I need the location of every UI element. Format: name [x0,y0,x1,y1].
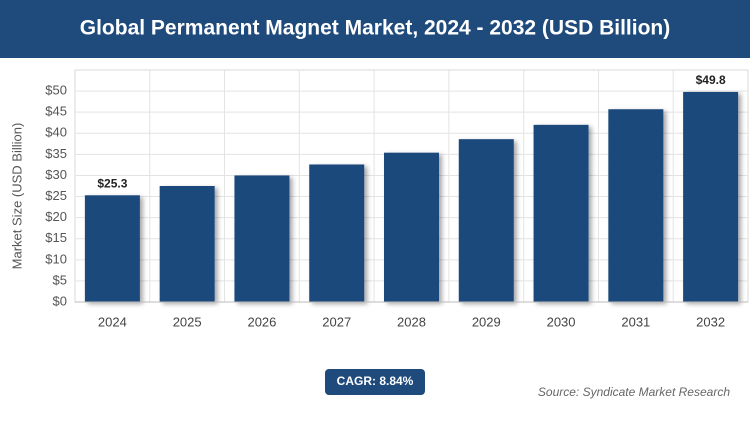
x-tick-label: 2031 [621,314,650,329]
y-tick-label: $5 [53,272,67,287]
chart-title: Global Permanent Magnet Market, 2024 - 2… [80,17,671,40]
x-tick-label: 2025 [173,314,202,329]
x-tick-label: 2027 [322,314,351,329]
bar [533,124,589,302]
cagr-annotation: CAGR: 8.84% [337,374,414,388]
bar [159,186,215,302]
x-tick-label: 2030 [547,314,576,329]
bar [458,139,514,302]
value-label: $49.8 [696,73,726,87]
y-tick-label: $35 [45,146,67,161]
y-tick-label: $10 [45,251,67,266]
bar [384,152,439,302]
y-tick-label: $15 [45,230,67,245]
y-tick-label: $0 [53,293,67,308]
bar [309,164,365,302]
y-tick-label: $25 [45,188,67,203]
y-tick-label: $30 [45,167,67,182]
cagr-box [325,369,425,395]
x-tick-label: 2032 [696,314,725,329]
bar [683,91,739,303]
x-tick-label: 2026 [247,314,276,329]
x-tick-label: 2028 [397,314,426,329]
y-tick-label: $40 [45,125,67,140]
x-tick-label: 2029 [472,314,501,329]
y-axis-label: Market Size (USD Billion) [9,123,24,270]
y-tick-label: $50 [45,83,67,98]
bar [608,109,664,302]
x-tick-label: 2024 [98,314,127,329]
y-tick-label: $45 [45,104,67,119]
y-tick-label: $20 [45,209,67,224]
bar [84,195,140,302]
header-band [0,0,750,58]
value-label: $25.3 [97,176,127,190]
source-note: Source: Syndicate Market Research [538,385,730,399]
bar [234,175,290,302]
